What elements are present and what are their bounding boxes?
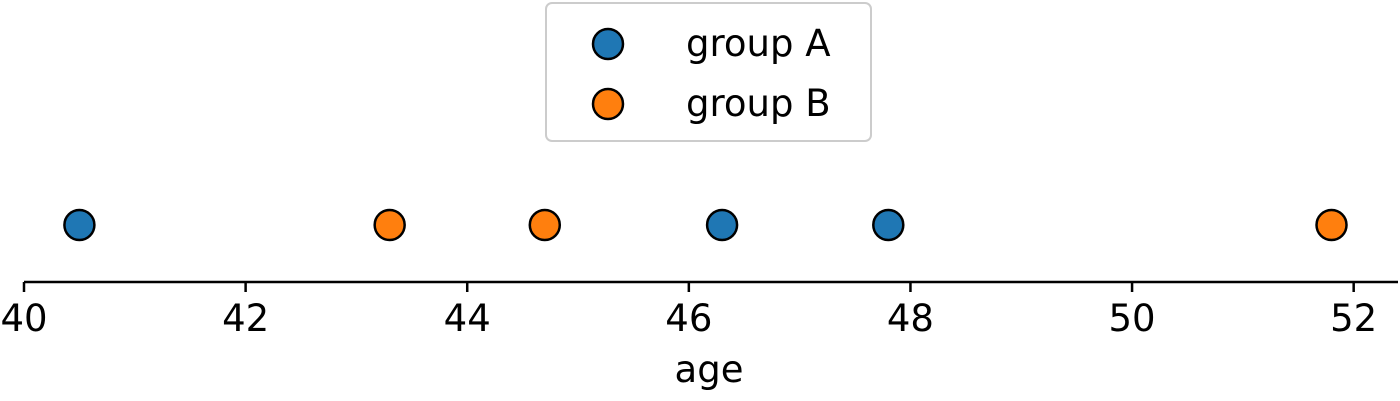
legend-marker-group-b <box>591 87 625 121</box>
data-points <box>63 208 1348 242</box>
legend-label-group-b: group B <box>686 82 831 125</box>
legend-label-group-a: group A <box>686 22 831 65</box>
legend-marker-group-a <box>591 27 625 61</box>
x-tick-label: 44 <box>444 297 491 340</box>
data-point-group-b <box>373 208 406 242</box>
data-point-group-a <box>872 208 905 242</box>
data-point-group-a <box>63 208 96 242</box>
data-point-group-b <box>528 208 562 242</box>
data-point-group-a <box>705 208 739 242</box>
x-tick-label: 40 <box>0 297 47 340</box>
x-axis-label: age <box>675 348 744 391</box>
x-tick-label: 46 <box>665 297 712 340</box>
data-point-group-b <box>1315 208 1348 242</box>
legend-box <box>545 2 872 142</box>
x-tick-label: 42 <box>222 297 269 340</box>
x-tick-label: 50 <box>1109 297 1156 340</box>
x-axis: 40 42 44 46 48 50 52 <box>0 280 1398 340</box>
legend: group A group B <box>545 2 872 142</box>
x-tick-label: 48 <box>887 297 934 340</box>
x-tick-label: 52 <box>1330 297 1377 340</box>
